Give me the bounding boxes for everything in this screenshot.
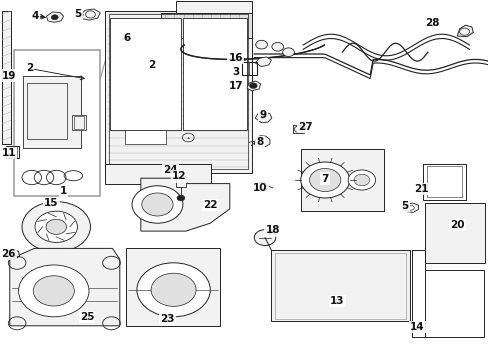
Text: 22: 22 xyxy=(203,200,217,210)
Polygon shape xyxy=(6,249,20,259)
Bar xyxy=(427,166,461,197)
Bar xyxy=(241,62,257,75)
Polygon shape xyxy=(81,9,100,20)
Text: 2: 2 xyxy=(26,63,33,73)
Text: 13: 13 xyxy=(329,296,344,306)
Polygon shape xyxy=(10,248,120,326)
Polygon shape xyxy=(246,81,260,91)
Text: 28: 28 xyxy=(425,18,439,28)
Polygon shape xyxy=(141,178,229,231)
Bar xyxy=(161,13,251,38)
Text: 24: 24 xyxy=(163,165,177,175)
Text: 23: 23 xyxy=(160,314,174,324)
Circle shape xyxy=(255,40,267,49)
Circle shape xyxy=(33,276,74,306)
Text: 3: 3 xyxy=(232,67,239,77)
Circle shape xyxy=(282,48,294,57)
Bar xyxy=(275,253,405,319)
Bar xyxy=(14,50,100,196)
Bar xyxy=(110,18,181,130)
Text: 9: 9 xyxy=(259,110,266,120)
Text: 1: 1 xyxy=(60,186,67,196)
Text: 17: 17 xyxy=(228,81,243,91)
Bar xyxy=(423,164,465,200)
Circle shape xyxy=(35,211,77,242)
Text: 6: 6 xyxy=(123,33,130,43)
Bar xyxy=(8,147,17,157)
Text: 11: 11 xyxy=(1,148,16,158)
Circle shape xyxy=(51,15,58,20)
Bar xyxy=(176,176,185,187)
Bar xyxy=(105,11,251,173)
Polygon shape xyxy=(126,248,220,326)
Circle shape xyxy=(151,273,196,306)
Bar xyxy=(2,11,11,144)
Text: 19: 19 xyxy=(1,71,16,81)
Bar xyxy=(176,1,251,13)
Polygon shape xyxy=(456,25,472,37)
Text: 12: 12 xyxy=(171,171,186,181)
Text: 18: 18 xyxy=(265,225,280,235)
Bar xyxy=(16,52,98,194)
Circle shape xyxy=(137,263,210,317)
Circle shape xyxy=(309,168,340,192)
Circle shape xyxy=(353,174,369,186)
Circle shape xyxy=(249,83,257,89)
Text: 2: 2 xyxy=(148,60,155,70)
Circle shape xyxy=(132,186,183,223)
Polygon shape xyxy=(124,130,166,144)
Text: 7: 7 xyxy=(321,174,328,184)
Text: 15: 15 xyxy=(44,198,59,208)
Circle shape xyxy=(46,219,66,234)
Text: 21: 21 xyxy=(413,184,428,194)
Polygon shape xyxy=(121,32,136,42)
Text: 5: 5 xyxy=(401,201,407,211)
Bar xyxy=(105,164,211,184)
Polygon shape xyxy=(46,12,63,22)
Polygon shape xyxy=(255,57,271,67)
Text: 25: 25 xyxy=(80,312,94,322)
Polygon shape xyxy=(254,136,269,147)
Circle shape xyxy=(19,265,89,317)
Bar xyxy=(27,83,67,139)
Bar xyxy=(425,203,484,263)
Circle shape xyxy=(259,185,264,189)
Text: 16: 16 xyxy=(228,53,243,63)
Text: 14: 14 xyxy=(409,322,424,332)
Text: 20: 20 xyxy=(449,220,464,230)
Bar xyxy=(300,149,383,211)
Polygon shape xyxy=(255,112,271,123)
Circle shape xyxy=(271,42,283,51)
Circle shape xyxy=(254,230,275,246)
Bar xyxy=(183,18,246,130)
Text: 5: 5 xyxy=(75,9,81,19)
Circle shape xyxy=(259,114,266,120)
Circle shape xyxy=(347,170,375,190)
Bar xyxy=(6,146,19,158)
Circle shape xyxy=(22,202,90,252)
Bar xyxy=(72,115,85,130)
Bar xyxy=(108,14,248,169)
Text: 27: 27 xyxy=(298,122,312,132)
Text: 4: 4 xyxy=(31,11,39,21)
Text: 26: 26 xyxy=(1,249,16,259)
Text: 10: 10 xyxy=(252,183,267,193)
Bar xyxy=(23,76,81,148)
Text: 8: 8 xyxy=(256,137,263,147)
Bar xyxy=(293,125,304,133)
Circle shape xyxy=(142,193,173,216)
Bar xyxy=(74,116,84,129)
Polygon shape xyxy=(403,203,418,212)
Bar xyxy=(271,250,409,321)
Circle shape xyxy=(300,162,349,198)
Circle shape xyxy=(177,195,184,201)
